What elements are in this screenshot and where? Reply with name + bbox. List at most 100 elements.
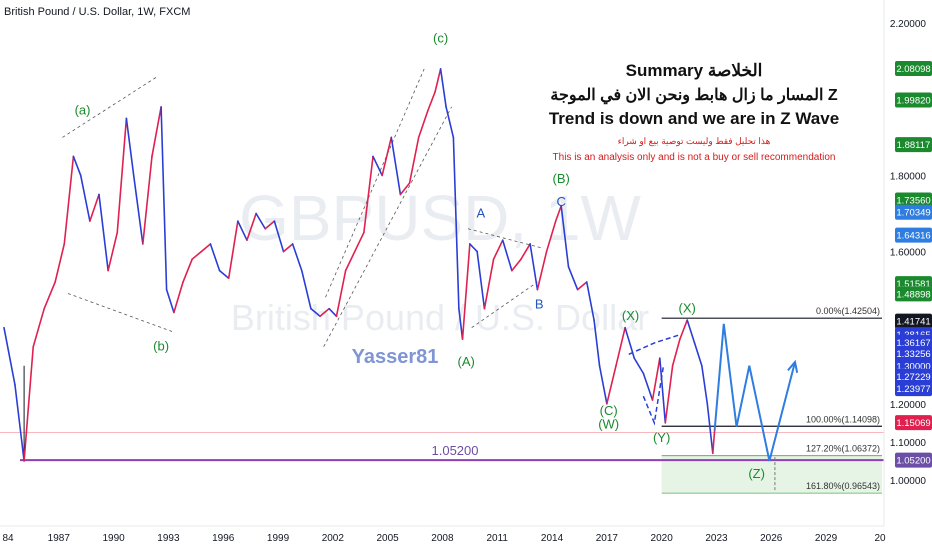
wave-label: (c) (433, 30, 448, 45)
price-segment (536, 250, 548, 291)
fib-target-zone (661, 455, 882, 494)
forecast-arrowhead (787, 359, 799, 373)
price-segment (353, 231, 365, 253)
price-segment (79, 174, 91, 222)
price-segment (427, 90, 436, 112)
price-segment (615, 326, 626, 367)
price-segment (191, 250, 203, 260)
price-segment (14, 383, 25, 462)
summary-title: Summary الخلاصة (626, 61, 763, 80)
price-badge-label: 1.88117 (897, 140, 931, 151)
wave-label: (b) (153, 339, 169, 354)
price-segment (3, 326, 16, 386)
wave-label: A (476, 205, 485, 220)
price-segment (32, 307, 45, 348)
price-segment (671, 338, 681, 367)
wave-label: (X) (679, 300, 696, 315)
price-badge-label: 1.48898 (896, 289, 930, 300)
y-tick-label: 1.80000 (890, 171, 927, 182)
trend-channel-line (62, 76, 158, 138)
price-segment (417, 109, 429, 139)
price-segment (693, 342, 703, 367)
price-segment (344, 250, 356, 272)
price-badge-label: 1.23977 (896, 384, 930, 395)
price-badge-label: 1.41741 (896, 317, 930, 328)
price-badge (895, 92, 932, 108)
price-badge (895, 381, 932, 397)
forecast-path (713, 323, 796, 462)
wave-label: (W) (598, 417, 619, 432)
x-tick-label: 84 (2, 533, 14, 544)
x-tick-label: 2011 (486, 533, 508, 544)
price-segment (54, 243, 66, 283)
price-segment (173, 281, 184, 314)
price-badge-label: 1.70349 (896, 208, 930, 219)
price-segment (200, 243, 212, 253)
price-segment (659, 357, 667, 424)
price-segment (458, 307, 464, 340)
price-segment (227, 220, 239, 280)
price-segment (476, 250, 486, 310)
price-segment (651, 357, 661, 401)
x-tick-label: 2017 (596, 533, 619, 544)
price-segment (545, 220, 557, 253)
summary-line-arabic: المسار ما زال هابط ونحن الان في الموجة Z (550, 87, 838, 105)
price-segment (372, 155, 383, 177)
price-badge-label: 1.33256 (896, 349, 930, 360)
price-badge (895, 286, 932, 302)
x-tick-label: 1987 (48, 533, 71, 544)
price-segment (483, 258, 495, 310)
price-segment (264, 220, 276, 230)
price-segment (142, 155, 153, 245)
price-segment (107, 231, 119, 272)
price-segment (624, 326, 636, 359)
price-segment (89, 193, 100, 222)
wave-label: (a) (75, 103, 91, 118)
price-segment (679, 319, 689, 340)
wave-label: (C) (600, 403, 618, 418)
price-segment (567, 266, 579, 291)
price-segment (335, 269, 347, 318)
summary-line-english: Trend is down and we are in Z Wave (549, 109, 839, 128)
x-tick-label: 1996 (212, 533, 235, 544)
price-segment (701, 364, 709, 405)
price-segment (209, 243, 221, 272)
price-badge (895, 368, 932, 384)
price-badge-label: 1.30000 (896, 361, 930, 372)
price-segment (439, 68, 447, 108)
fib-level-label: 100.00%(1.14098) (806, 414, 880, 424)
disclaimer-arabic: هذا تحليل فقط وليست توصية بيع او شراء (618, 136, 771, 147)
price-segment (300, 269, 312, 310)
x-tick-label: 20 (874, 533, 886, 544)
price-segment (182, 258, 193, 283)
price-segment (593, 319, 601, 367)
wave-label: (Z) (748, 466, 765, 481)
price-segment (246, 212, 257, 241)
price-segment (151, 106, 162, 158)
price-segment (399, 182, 411, 196)
price-segment (598, 364, 608, 405)
fib-level-label: 161.80%(0.96543) (806, 481, 880, 491)
y-tick-label: 1.00000 (890, 476, 927, 487)
x-tick-label: 2029 (815, 533, 838, 544)
price-badge (895, 61, 932, 77)
x-tick-label: 1990 (102, 533, 125, 544)
price-badge-label: 1.27229 (896, 372, 930, 383)
price-segment (711, 429, 716, 455)
price-segment (218, 269, 230, 280)
x-tick-label: 1993 (157, 533, 180, 544)
price-segment (132, 174, 144, 245)
price-segment (633, 357, 645, 375)
price-segment (165, 288, 175, 314)
price-segment (642, 372, 654, 401)
price-segment (445, 106, 455, 139)
y-tick-label: 1.10000 (890, 438, 927, 449)
price-segment (469, 243, 478, 253)
x-tick-label: 2023 (705, 533, 728, 544)
wave-y-dashed-line (642, 365, 665, 426)
price-segment (434, 68, 442, 93)
support-label: 1.05200 (432, 443, 479, 458)
price-badge-label: 2.08098 (896, 64, 930, 75)
